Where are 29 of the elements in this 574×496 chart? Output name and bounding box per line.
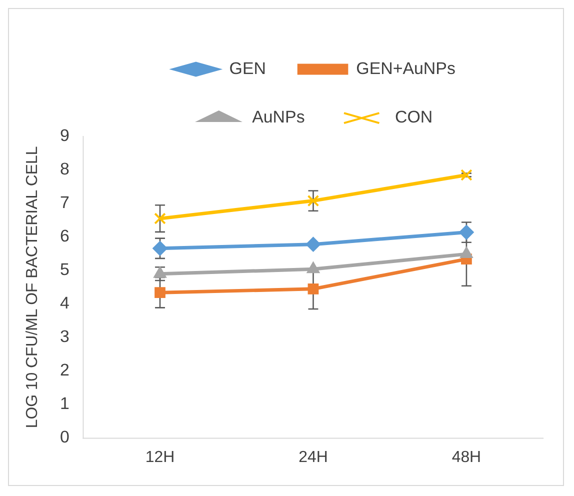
x-tick-label: 12H [145,448,175,466]
y-tick-label: 6 [60,226,70,246]
x-tick-label: 48H [452,448,482,466]
legend-label: GEN [229,58,266,78]
y-tick-label: 1 [60,394,70,414]
y-tick-label: 9 [60,126,70,146]
point [460,246,473,258]
point [154,212,166,224]
y-axis-title: LOG 10 CFU/ML OF BACTERIAL CELL [24,146,41,428]
y-tick-label: 0 [60,428,70,447]
y-tick-label: 3 [60,327,70,346]
y-tick-label: 2 [60,360,70,380]
y-tick-label: 4 [60,294,70,313]
point [153,266,167,278]
y-tick-label: 7 [60,193,70,212]
y-tick-label: 5 [60,260,70,280]
point [307,194,320,207]
point [458,224,474,240]
point [306,236,321,252]
point [152,240,168,256]
point [460,169,472,181]
point [154,287,166,298]
y-tick-label: 8 [60,160,70,179]
point [308,283,319,294]
legend-label: CON [395,108,433,127]
legend-label: AuNPs [252,108,305,127]
legend-label: GEN+AuNPs [356,58,456,78]
point [306,262,320,274]
x-tick-label: 24H [298,448,328,466]
